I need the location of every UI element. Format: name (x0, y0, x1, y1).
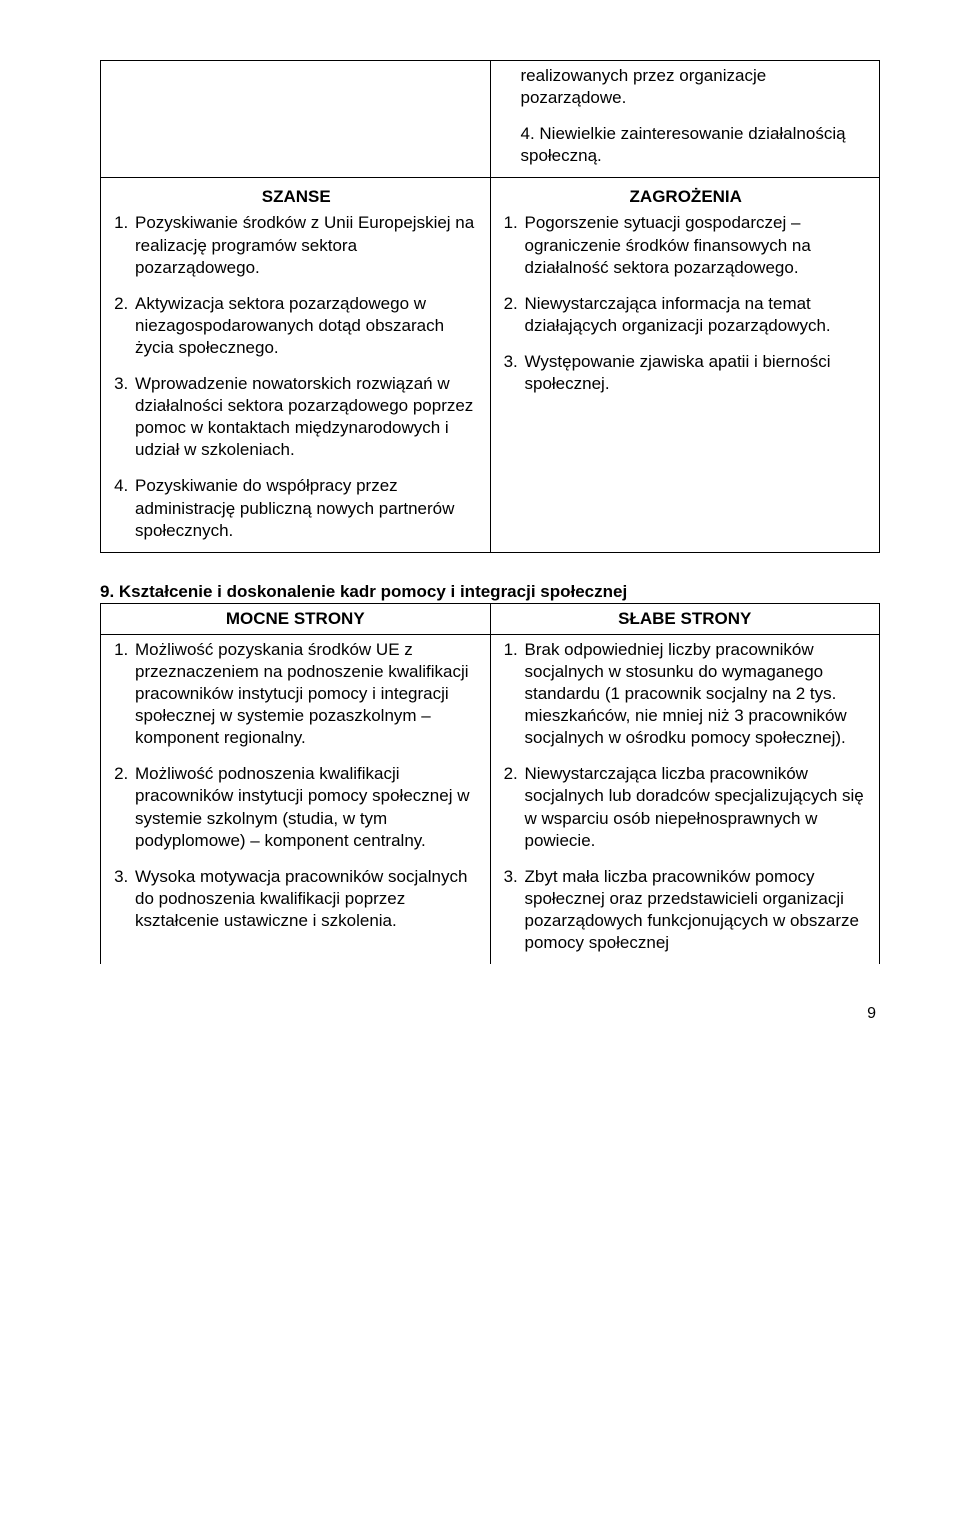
zagrozenia-header: ZAGROŻENIA (501, 182, 872, 212)
slabe-list: Brak odpowiedniej liczby pracowników soc… (501, 639, 872, 954)
section-9-title: 9. Kształcenie i doskonalenie kadr pomoc… (100, 581, 880, 603)
szanse-header: SZANSE (111, 182, 482, 212)
zagrozenia-item: Występowanie zjawiska apatii i bierności… (523, 351, 872, 395)
mocne-header: MOCNE STRONY (101, 603, 491, 634)
swot-table-1: realizowanych przez organizacje pozarząd… (100, 60, 880, 553)
prior-weaknesses-cell: realizowanych przez organizacje pozarząd… (490, 61, 880, 178)
szanse-item: Pozyskiwanie środków z Unii Europejskiej… (133, 212, 482, 278)
mocne-cell: Możliwość pozyskania środków UE z przezn… (101, 634, 491, 964)
szanse-item: Aktywizacja sektora pozarządowego w niez… (133, 293, 482, 359)
page-number: 9 (100, 1004, 880, 1025)
slabe-item: Zbyt mała liczba pracowników pomocy społ… (523, 866, 872, 954)
prior-text-2: 4. Niewielkie zainteresowanie działalnoś… (521, 124, 846, 165)
swot-table-2: MOCNE STRONY SŁABE STRONY Możliwość pozy… (100, 603, 880, 964)
mocne-list: Możliwość pozyskania środków UE z przezn… (111, 639, 482, 932)
prior-text-1: realizowanych przez organizacje pozarząd… (521, 66, 767, 107)
szanse-cell: SZANSE Pozyskiwanie środków z Unii Europ… (101, 178, 491, 552)
slabe-item: Brak odpowiedniej liczby pracowników soc… (523, 639, 872, 749)
slabe-header: SŁABE STRONY (490, 603, 880, 634)
mocne-item: Wysoka motywacja pracowników socjalnych … (133, 866, 482, 932)
mocne-item: Możliwość pozyskania środków UE z przezn… (133, 639, 482, 749)
szanse-item: Wprowadzenie nowatorskich rozwiązań w dz… (133, 373, 482, 461)
szanse-item: Pozyskiwanie do współpracy przez adminis… (133, 475, 482, 541)
zagrozenia-item: Pogorszenie sytuacji gospodarczej – ogra… (523, 212, 872, 278)
zagrozenia-list: Pogorszenie sytuacji gospodarczej – ogra… (501, 212, 872, 395)
slabe-item: Niewystarczająca liczba pracowników socj… (523, 763, 872, 851)
empty-cell (101, 61, 491, 178)
zagrozenia-cell: ZAGROŻENIA Pogorszenie sytuacji gospodar… (490, 178, 880, 552)
zagrozenia-item: Niewystarczająca informacja na temat dzi… (523, 293, 872, 337)
slabe-cell: Brak odpowiedniej liczby pracowników soc… (490, 634, 880, 964)
mocne-item: Możliwość podnoszenia kwalifikacji praco… (133, 763, 482, 851)
szanse-list: Pozyskiwanie środków z Unii Europejskiej… (111, 212, 482, 541)
